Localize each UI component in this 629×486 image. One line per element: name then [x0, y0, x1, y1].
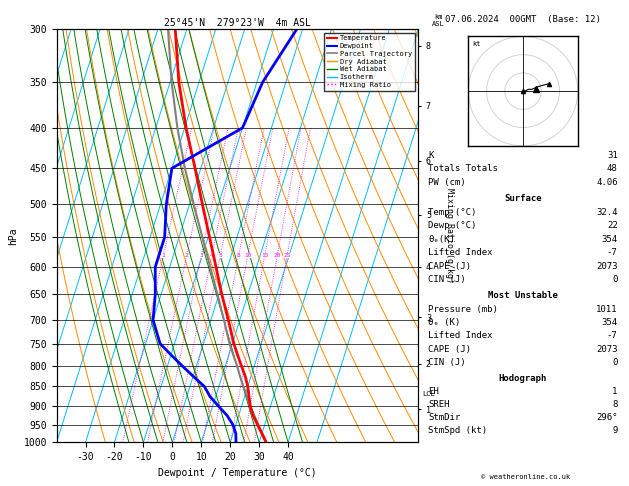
Text: CIN (J): CIN (J) — [428, 358, 466, 367]
Text: 10: 10 — [244, 253, 252, 258]
Text: K: K — [428, 151, 434, 159]
Text: 1011: 1011 — [596, 305, 618, 314]
Text: 25: 25 — [284, 253, 291, 258]
Text: -7: -7 — [607, 331, 618, 341]
Text: θₑ(K): θₑ(K) — [428, 235, 455, 244]
Text: 2073: 2073 — [596, 262, 618, 271]
Text: 5: 5 — [218, 253, 222, 258]
Text: km
ASL: km ASL — [432, 14, 445, 27]
Text: 354: 354 — [601, 235, 618, 244]
Text: EH: EH — [428, 387, 439, 396]
Text: 1: 1 — [612, 387, 618, 396]
Text: 8: 8 — [612, 400, 618, 409]
Text: 0: 0 — [612, 358, 618, 367]
Text: 2073: 2073 — [596, 345, 618, 354]
Text: 8: 8 — [237, 253, 241, 258]
Text: Dewp (°C): Dewp (°C) — [428, 221, 477, 230]
Text: 20: 20 — [274, 253, 281, 258]
Text: CAPE (J): CAPE (J) — [428, 262, 471, 271]
Text: 4.06: 4.06 — [596, 178, 618, 187]
Text: 354: 354 — [601, 318, 618, 327]
Text: Totals Totals: Totals Totals — [428, 164, 498, 174]
Text: 22: 22 — [607, 221, 618, 230]
Text: θₑ (K): θₑ (K) — [428, 318, 460, 327]
Text: -7: -7 — [607, 248, 618, 258]
Text: Most Unstable: Most Unstable — [488, 291, 558, 300]
Y-axis label: Mixing Ratio (g/kg): Mixing Ratio (g/kg) — [445, 188, 454, 283]
Text: 0: 0 — [612, 276, 618, 284]
Legend: Temperature, Dewpoint, Parcel Trajectory, Dry Adiabat, Wet Adiabat, Isotherm, Mi: Temperature, Dewpoint, Parcel Trajectory… — [324, 33, 415, 90]
Text: 31: 31 — [607, 151, 618, 159]
Text: Lifted Index: Lifted Index — [428, 331, 493, 341]
Text: Temp (°C): Temp (°C) — [428, 208, 477, 217]
Text: CIN (J): CIN (J) — [428, 276, 466, 284]
Text: kt: kt — [472, 40, 481, 47]
X-axis label: Dewpoint / Temperature (°C): Dewpoint / Temperature (°C) — [158, 468, 317, 478]
Text: 4: 4 — [210, 253, 214, 258]
Text: Pressure (mb): Pressure (mb) — [428, 305, 498, 314]
Text: Surface: Surface — [504, 194, 542, 203]
Text: 296°: 296° — [596, 413, 618, 422]
Text: 32.4: 32.4 — [596, 208, 618, 217]
Y-axis label: hPa: hPa — [8, 227, 18, 244]
Text: Lifted Index: Lifted Index — [428, 248, 493, 258]
Text: CAPE (J): CAPE (J) — [428, 345, 471, 354]
Text: PW (cm): PW (cm) — [428, 178, 466, 187]
Text: StmSpd (kt): StmSpd (kt) — [428, 426, 487, 435]
Text: SREH: SREH — [428, 400, 450, 409]
Text: 07.06.2024  00GMT  (Base: 12): 07.06.2024 00GMT (Base: 12) — [445, 15, 601, 24]
Text: 1: 1 — [162, 253, 165, 258]
Text: 2: 2 — [185, 253, 189, 258]
Text: 3: 3 — [199, 253, 203, 258]
Text: 9: 9 — [612, 426, 618, 435]
Text: © weatheronline.co.uk: © weatheronline.co.uk — [481, 474, 570, 480]
Title: 25°45'N  279°23'W  4m ASL: 25°45'N 279°23'W 4m ASL — [164, 18, 311, 28]
Text: Hodograph: Hodograph — [499, 374, 547, 383]
Text: LCL: LCL — [422, 392, 435, 398]
Text: StmDir: StmDir — [428, 413, 460, 422]
Text: 15: 15 — [261, 253, 269, 258]
Text: 48: 48 — [607, 164, 618, 174]
